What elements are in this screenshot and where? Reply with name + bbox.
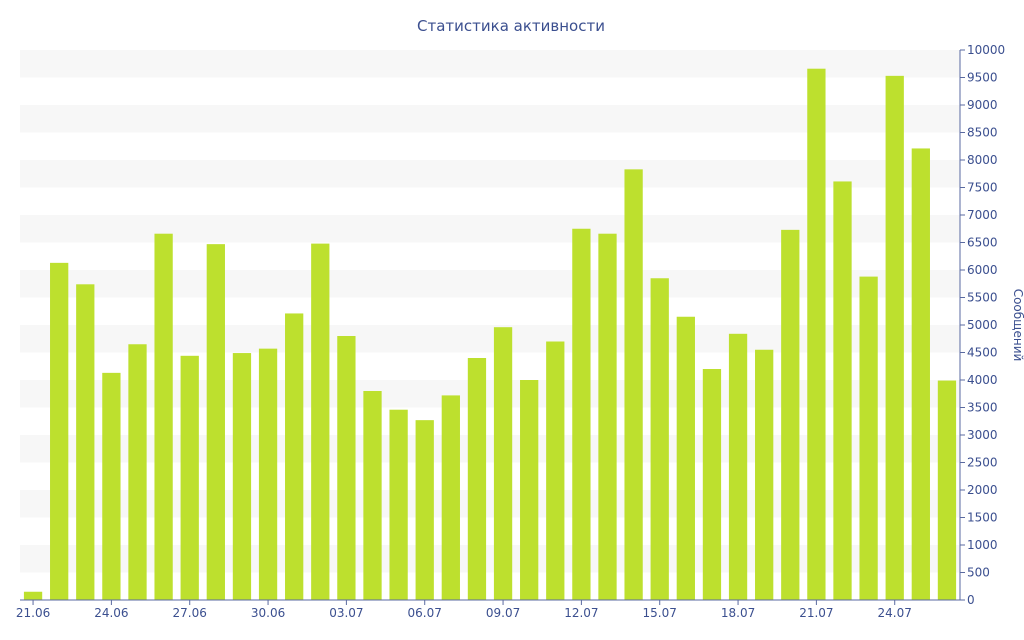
y-tick-label: 6500 bbox=[967, 236, 998, 250]
bar-21.06[interactable] bbox=[23, 591, 43, 600]
x-tick-label: 15.07 bbox=[643, 606, 677, 620]
y-axis-ticks: 0 500 1000 1500 2000 2500 3000 3500 4000 4500 5000… bbox=[960, 43, 1005, 607]
grid-band bbox=[20, 325, 960, 353]
y-tick-label: 2000 bbox=[967, 483, 998, 497]
grid-band bbox=[20, 215, 960, 243]
y-tick-label: 4000 bbox=[967, 373, 998, 387]
y-tick-label: 2500 bbox=[967, 456, 998, 470]
bar-22.06[interactable] bbox=[50, 262, 69, 600]
bar-18.07[interactable] bbox=[728, 333, 748, 600]
x-tick-label: 30.06 bbox=[251, 606, 285, 620]
x-tick-label: 21.06 bbox=[16, 606, 50, 620]
x-tick-label: 21.07 bbox=[799, 606, 833, 620]
y-tick-label: 8500 bbox=[967, 126, 998, 140]
bar-20.07[interactable] bbox=[781, 229, 800, 600]
y-tick-label: 5500 bbox=[967, 291, 998, 305]
grid-bands bbox=[20, 50, 960, 573]
bar-03.07[interactable] bbox=[337, 336, 356, 600]
grid-band bbox=[20, 160, 960, 188]
y-tick-label: 9000 bbox=[967, 98, 998, 112]
bar-23.07[interactable] bbox=[859, 276, 878, 600]
bar-26.06[interactable] bbox=[154, 233, 173, 600]
bar-08.07[interactable] bbox=[467, 358, 487, 600]
bar-19.07[interactable] bbox=[755, 349, 774, 600]
grid-band bbox=[20, 50, 960, 78]
bar-27.06[interactable] bbox=[180, 355, 199, 600]
bar-16.07[interactable] bbox=[676, 316, 695, 600]
bar-07.07[interactable] bbox=[441, 395, 460, 600]
y-tick-label: 1000 bbox=[967, 538, 998, 552]
y-tick-label: 500 bbox=[967, 566, 990, 580]
bar-23.06[interactable] bbox=[76, 284, 95, 600]
bar-09.07[interactable] bbox=[493, 327, 513, 600]
y-tick-label: 8000 bbox=[967, 153, 998, 167]
x-tick-label: 24.07 bbox=[878, 606, 912, 620]
y-tick-label: 10000 bbox=[967, 43, 1005, 57]
bar-12.07[interactable] bbox=[572, 228, 591, 600]
bar-26.07[interactable] bbox=[937, 380, 957, 600]
bar-01.07[interactable] bbox=[285, 313, 304, 600]
bar-11.07[interactable] bbox=[546, 341, 565, 601]
x-tick-label: 06.07 bbox=[408, 606, 442, 620]
x-tick-label: 27.06 bbox=[173, 606, 207, 620]
x-axis-ticks: 21.06 24.06 27.06 30.06 03.07 06.07 09.07 12.07… bbox=[16, 600, 912, 620]
bar-10.07[interactable] bbox=[520, 380, 539, 600]
bar-25.07[interactable] bbox=[911, 148, 930, 600]
x-tick-label: 12.07 bbox=[564, 606, 598, 620]
bar-05.07[interactable] bbox=[389, 409, 408, 600]
bar-15.07[interactable] bbox=[650, 278, 669, 600]
y-axis-label: Сообщений bbox=[1011, 289, 1024, 362]
bar-28.06[interactable] bbox=[206, 244, 225, 600]
bar-30.06[interactable] bbox=[258, 348, 278, 600]
grid-band bbox=[20, 490, 960, 518]
y-tick-label: 5000 bbox=[967, 318, 998, 332]
y-tick-label: 7000 bbox=[967, 208, 998, 222]
x-tick-label: 18.07 bbox=[721, 606, 755, 620]
y-tick-label: 3500 bbox=[967, 401, 998, 415]
y-tick-label: 0 bbox=[967, 593, 975, 607]
y-tick-label: 7500 bbox=[967, 181, 998, 195]
grid-band bbox=[20, 270, 960, 298]
bar-17.07[interactable] bbox=[702, 369, 722, 600]
bar-series bbox=[23, 68, 957, 601]
grid-band bbox=[20, 380, 960, 408]
bar-22.07[interactable] bbox=[833, 181, 852, 600]
bar-04.07[interactable] bbox=[363, 391, 382, 600]
grid-band bbox=[20, 105, 960, 133]
chart-title: Статистика активности bbox=[417, 17, 605, 35]
bar-24.06[interactable] bbox=[102, 372, 121, 600]
bar-13.07[interactable] bbox=[598, 233, 617, 600]
y-tick-label: 9500 bbox=[967, 71, 998, 85]
bar-14.07[interactable] bbox=[624, 169, 643, 600]
bar-02.07[interactable] bbox=[311, 243, 330, 600]
grid-band bbox=[20, 435, 960, 463]
bar-06.07[interactable] bbox=[415, 420, 434, 600]
x-tick-label: 03.07 bbox=[329, 606, 363, 620]
bar-24.07[interactable] bbox=[885, 75, 904, 601]
bar-25.06[interactable] bbox=[128, 344, 147, 600]
y-tick-label: 6000 bbox=[967, 263, 998, 277]
bar-21.07[interactable] bbox=[807, 68, 826, 600]
bar-29.06[interactable] bbox=[232, 353, 252, 600]
y-tick-label: 4500 bbox=[967, 346, 998, 360]
x-tick-label: 24.06 bbox=[94, 606, 128, 620]
y-tick-label: 3000 bbox=[967, 428, 998, 442]
grid-band bbox=[20, 545, 960, 573]
y-tick-label: 1500 bbox=[967, 511, 998, 525]
x-tick-label: 09.07 bbox=[486, 606, 520, 620]
